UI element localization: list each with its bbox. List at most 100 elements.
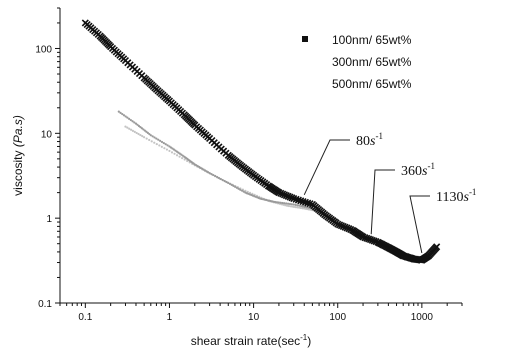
data-point (135, 131, 138, 135)
data-point (223, 179, 226, 183)
data-point (150, 140, 153, 143)
data-point (124, 115, 127, 118)
x-tick-label: 1 (167, 312, 173, 323)
data-point (149, 134, 152, 137)
data-point (240, 189, 244, 192)
data-point (221, 178, 224, 182)
data-point (297, 206, 301, 209)
data-point (275, 201, 279, 204)
data-point (175, 154, 179, 157)
data-point (181, 157, 184, 160)
data-point (128, 117, 131, 120)
data-point (273, 200, 277, 204)
data-point (287, 202, 290, 205)
data-point (160, 145, 163, 148)
data-point (212, 173, 215, 177)
data-point (131, 129, 135, 132)
x-tick-label: 0.1 (78, 312, 92, 323)
data-point (215, 175, 219, 179)
data-point (214, 174, 217, 178)
data-point (228, 182, 232, 186)
data-point (282, 203, 285, 206)
y-tick-label: 100 (35, 44, 52, 55)
data-point (163, 147, 166, 150)
data-point (145, 130, 148, 133)
data-point (301, 205, 305, 208)
legend-marker (302, 36, 308, 42)
annotation-leader (409, 195, 430, 254)
data-point (165, 148, 169, 151)
data-point (155, 142, 158, 146)
data-point (129, 118, 132, 122)
data-point (122, 114, 126, 117)
data-point (126, 116, 129, 119)
data-point (173, 152, 176, 155)
data-point (117, 110, 120, 113)
data-point (134, 122, 138, 125)
data-point (137, 132, 140, 136)
data-point (158, 144, 161, 147)
data-point (208, 171, 211, 175)
data-point (157, 138, 160, 141)
data-point (148, 138, 151, 142)
data-point (281, 201, 284, 205)
data-point (294, 203, 297, 206)
data-point (294, 206, 297, 209)
legend-label-2: 300nm/ 65wt% (332, 55, 412, 69)
data-point (288, 202, 292, 206)
data-point (296, 204, 299, 207)
data-point (129, 128, 133, 131)
data-point (244, 189, 247, 192)
data-point (155, 137, 158, 140)
data-point (143, 136, 146, 139)
data-point (136, 123, 139, 126)
data-point (210, 172, 213, 176)
data-point (137, 124, 141, 128)
data-point (227, 181, 230, 185)
data-point (140, 127, 144, 130)
data-point (133, 130, 136, 134)
data-point (153, 141, 156, 144)
data-point (126, 126, 129, 129)
data-point (131, 120, 134, 123)
data-point (159, 139, 162, 142)
x-tick-label: 1000 (411, 312, 434, 323)
annotation-leader (303, 139, 350, 196)
data-point (235, 186, 238, 189)
annotation-leader (370, 169, 395, 235)
y-tick-label: 10 (41, 129, 53, 140)
legend-label-3: 500nm/ 65wt% (332, 77, 412, 91)
data-point (124, 125, 127, 128)
data-point (141, 135, 144, 138)
data-point (178, 155, 181, 158)
data-point (301, 207, 304, 210)
data-point (290, 203, 293, 206)
data-point (237, 187, 240, 190)
data-point (153, 136, 156, 139)
data-point (168, 149, 171, 153)
data-point (160, 140, 164, 144)
data-point (139, 133, 142, 137)
y-tick-label: 0.1 (38, 299, 52, 310)
data-point (133, 121, 136, 124)
x-tick-label: 10 (248, 312, 260, 323)
data-point (230, 183, 233, 186)
data-point (296, 206, 299, 209)
data-point (128, 127, 131, 130)
legend-label-1: 100nm/ 65wt% (332, 33, 412, 47)
data-point (284, 204, 287, 207)
data-point (148, 132, 151, 136)
data-point (242, 190, 245, 193)
data-point (232, 184, 235, 187)
data-point (143, 129, 146, 132)
y-tick-label: 1 (46, 214, 52, 225)
data-point (183, 158, 186, 161)
data-point (145, 137, 148, 140)
data-point (285, 202, 288, 205)
annotation-label: 1130s-1 (436, 187, 476, 205)
data-point (170, 151, 174, 154)
data-point (225, 180, 228, 184)
x-tick-label: 100 (329, 312, 346, 323)
data-point (142, 128, 145, 131)
